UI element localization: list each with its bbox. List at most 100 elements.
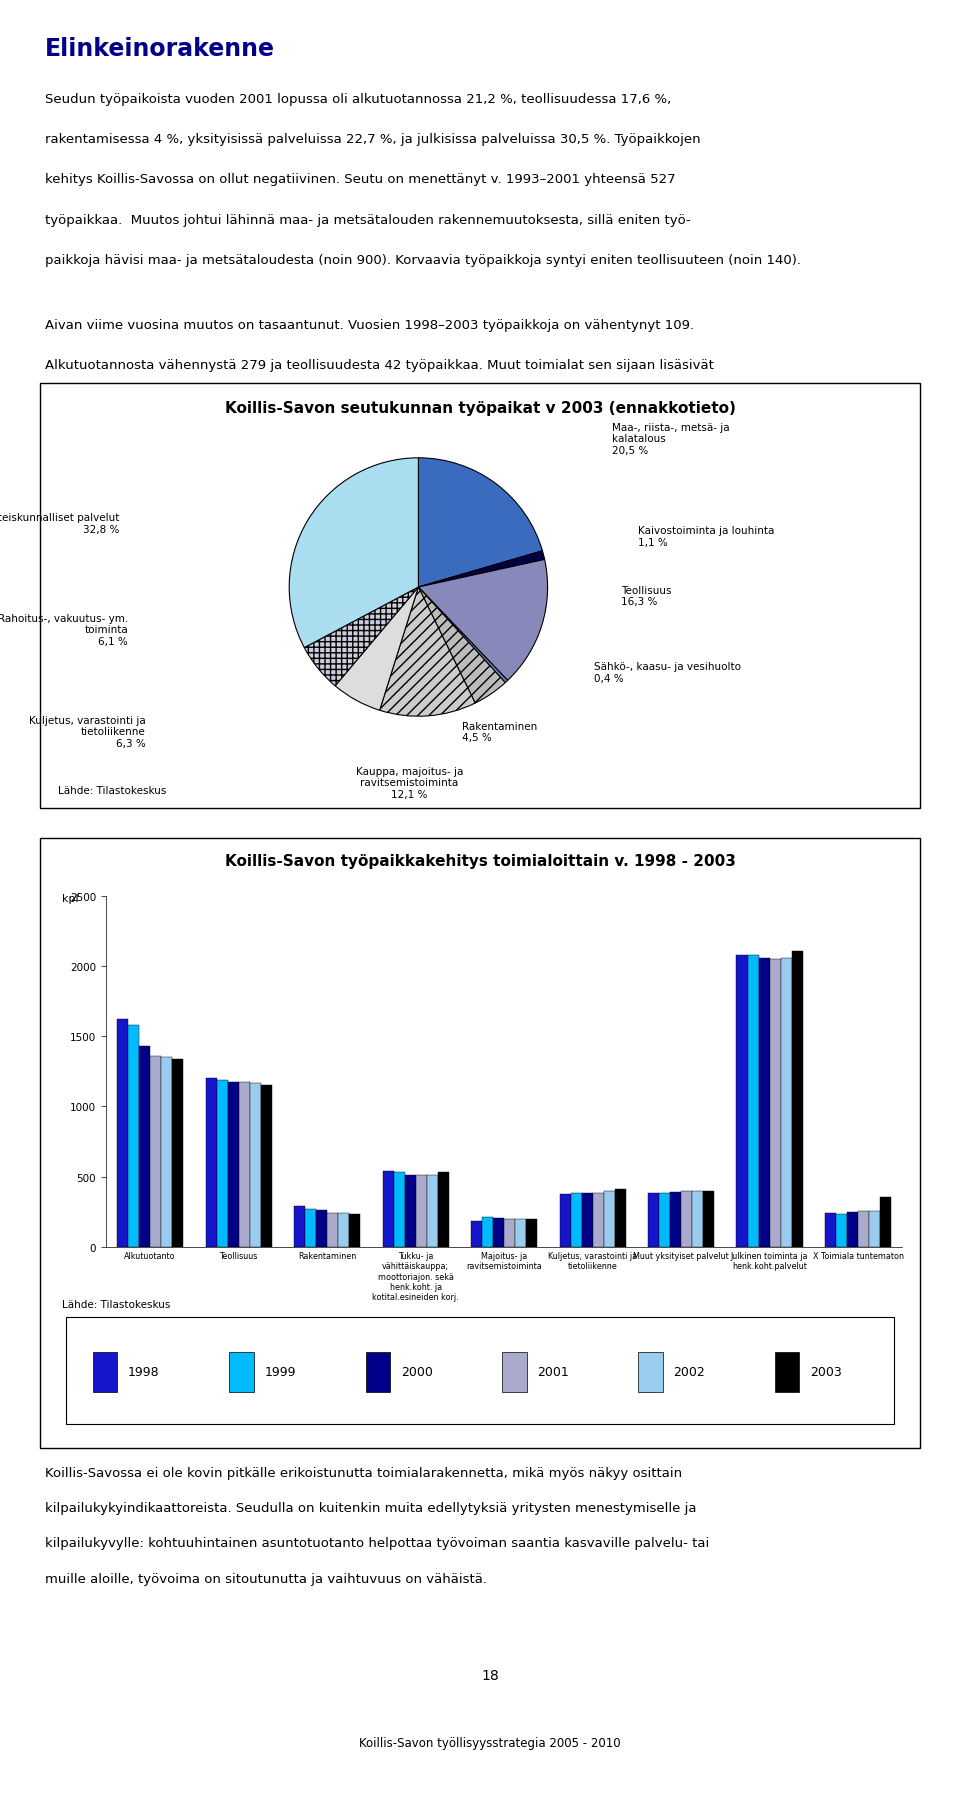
Bar [349,1214,360,1248]
Text: Koillis-Savon työpaikkakehitys toimialoittain v. 1998 - 2003: Koillis-Savon työpaikkakehitys toimialoi… [225,854,735,868]
Bar [316,1210,327,1248]
Bar [825,1214,836,1248]
Bar [482,1217,493,1248]
Text: 2003: 2003 [810,1365,842,1379]
Bar [836,1215,847,1248]
Bar [173,1059,183,1248]
Text: 18: 18 [481,1669,499,1683]
Bar [239,1082,250,1248]
Bar [748,955,758,1248]
Bar [560,1194,570,1248]
Bar [736,955,748,1248]
Text: Kuljetus, varastointi ja
tietoliikenne
6,3 %: Kuljetus, varastointi ja tietoliikenne 6… [29,716,146,748]
Text: Aivan viime vuosina muutos on tasaantunut. Vuosien 1998–2003 työpaikkoja on vähe: Aivan viime vuosina muutos on tasaantunu… [45,318,694,331]
Bar [660,1194,670,1248]
Bar [493,1219,504,1248]
Bar [327,1214,338,1248]
Text: kpl: kpl [62,894,79,903]
Bar [128,1025,139,1248]
Text: kilpailukykyindikaattoreista. Seudulla on kuitenkin muita edellytyksiä yritysten: kilpailukykyindikaattoreista. Seudulla o… [45,1501,697,1514]
Text: 1999: 1999 [264,1365,296,1379]
Text: kehitys Koillis-Savossa on ollut negatiivinen. Seutu on menettänyt v. 1993–2001 : kehitys Koillis-Savossa on ollut negatii… [45,173,676,187]
Wedge shape [379,588,475,717]
Bar [217,1081,228,1248]
Text: 2001: 2001 [538,1365,569,1379]
Wedge shape [419,561,547,681]
Bar [858,1212,869,1248]
FancyBboxPatch shape [229,1352,253,1392]
Bar [614,1190,626,1248]
Text: työpaikkoja.: työpaikkoja. [45,399,126,412]
Text: kilpailukyvylle: kohtuuhintainen asuntotuotanto helpottaa työvoiman saantia kasv: kilpailukyvylle: kohtuuhintainen asuntot… [45,1537,709,1550]
Bar [117,1019,128,1248]
Bar [416,1176,427,1248]
Bar [228,1082,239,1248]
Bar [704,1192,714,1248]
Wedge shape [335,588,419,710]
Bar [869,1212,880,1248]
Text: Koillis-Savon työllisyysstrategia 2005 - 2010: Koillis-Savon työllisyysstrategia 2005 -… [359,1735,621,1749]
Text: 2002: 2002 [674,1365,706,1379]
Bar [604,1192,614,1248]
Bar [758,958,770,1248]
Text: Koillis-Savon seutukunnan työpaikat v 2003 (ennakkotieto): Koillis-Savon seutukunnan työpaikat v 20… [225,401,735,415]
Bar [382,1170,394,1248]
FancyBboxPatch shape [93,1352,117,1392]
FancyBboxPatch shape [775,1352,800,1392]
Bar [570,1194,582,1248]
Text: Kauppa, majoitus- ja
ravitsemistoiminta
12,1 %: Kauppa, majoitus- ja ravitsemistoiminta … [356,766,464,800]
Wedge shape [419,458,542,588]
Bar [780,958,792,1248]
Text: Maa-, riista-, metsä- ja
kalatalous
20,5 %: Maa-, riista-, metsä- ja kalatalous 20,5… [612,423,730,455]
Bar [504,1219,516,1248]
FancyBboxPatch shape [40,383,920,809]
Bar [161,1057,173,1248]
Bar [139,1046,151,1248]
FancyBboxPatch shape [502,1352,527,1392]
Wedge shape [304,588,419,687]
Bar [471,1221,482,1248]
Bar [394,1172,405,1248]
Bar [261,1084,272,1248]
Text: Sähkö-, kaasu- ja vesihuolto
0,4 %: Sähkö-, kaasu- ja vesihuolto 0,4 % [594,662,741,683]
Wedge shape [419,552,544,588]
Text: Rakentaminen
4,5 %: Rakentaminen 4,5 % [463,721,538,743]
Text: 1998: 1998 [128,1365,159,1379]
Text: 2000: 2000 [400,1365,433,1379]
Bar [526,1219,538,1248]
Text: Yhteiskunnalliset palvelut
32,8 %: Yhteiskunnalliset palvelut 32,8 % [0,512,119,534]
Bar [847,1212,858,1248]
Bar [338,1214,349,1248]
Text: Rahoitus-, vakuutus- ym.
toiminta
6,1 %: Rahoitus-, vakuutus- ym. toiminta 6,1 % [0,613,128,647]
Text: Kaivostoiminta ja louhinta
1,1 %: Kaivostoiminta ja louhinta 1,1 % [638,525,775,548]
Text: Lähde: Tilastokeskus: Lähde: Tilastokeskus [62,1298,170,1309]
Bar [770,960,780,1248]
Text: Seudun työpaikoista vuoden 2001 lopussa oli alkutuotannossa 21,2 %, teollisuudes: Seudun työpaikoista vuoden 2001 lopussa … [45,93,671,106]
Bar [427,1176,438,1248]
Text: Teollisuus
16,3 %: Teollisuus 16,3 % [621,586,671,608]
Wedge shape [289,458,419,649]
Bar [792,951,803,1248]
Wedge shape [419,588,505,703]
Bar [151,1055,161,1248]
Wedge shape [419,588,508,683]
Bar [305,1208,316,1248]
Bar [670,1192,682,1248]
Text: Elinkeinorakenne: Elinkeinorakenne [45,38,275,61]
Text: muille aloille, työvoima on sitoutunutta ja vaihtuvuus on vähäistä.: muille aloille, työvoima on sitoutunutta… [45,1571,487,1584]
Bar [682,1192,692,1248]
Text: paikkoja hävisi maa- ja metsätaloudesta (noin 900). Korvaavia työpaikkoja syntyi: paikkoja hävisi maa- ja metsätaloudesta … [45,254,801,266]
Bar [592,1194,604,1248]
Bar [582,1194,592,1248]
Text: rakentamisessa 4 %, yksityisissä palveluissa 22,7 %, ja julkisissa palveluissa 3: rakentamisessa 4 %, yksityisissä palvelu… [45,133,701,146]
Bar [516,1219,526,1248]
FancyBboxPatch shape [638,1352,663,1392]
Text: Lähde: Tilastokeskus: Lähde: Tilastokeskus [58,786,166,797]
Text: Koillis-Savossa ei ole kovin pitkälle erikoistunutta toimialarakennetta, mikä my: Koillis-Savossa ei ole kovin pitkälle er… [45,1465,683,1480]
Bar [205,1079,217,1248]
Text: työpaikkaa.  Muutos johtui lähinnä maa- ja metsätalouden rakennemuutoksesta, sil: työpaikkaa. Muutos johtui lähinnä maa- j… [45,214,691,227]
Bar [405,1176,416,1248]
Bar [880,1197,891,1248]
Bar [692,1192,704,1248]
FancyBboxPatch shape [66,1318,894,1424]
